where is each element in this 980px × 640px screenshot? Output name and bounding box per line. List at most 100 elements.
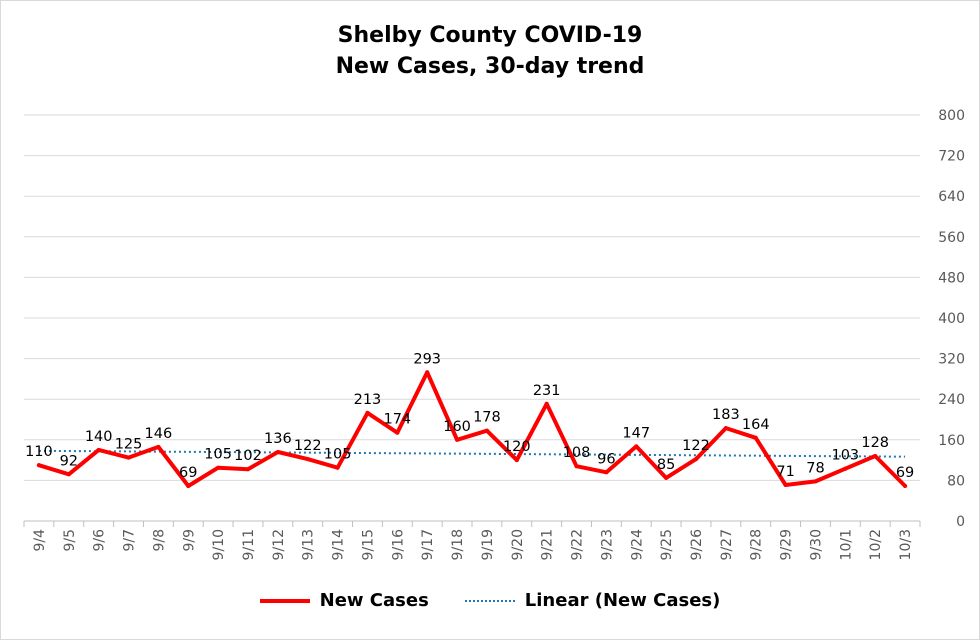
legend-swatch-linear <box>464 599 515 602</box>
x-tick-label: 10/2 <box>868 529 884 560</box>
legend-swatch-new-cases <box>259 598 310 603</box>
x-tick-label: 9/30 <box>808 529 824 560</box>
x-tick-label: 9/15 <box>360 529 376 560</box>
data-label: 102 <box>234 448 262 464</box>
x-tick-label: 9/11 <box>241 529 257 560</box>
data-point <box>395 430 400 435</box>
data-label: 147 <box>622 425 650 441</box>
x-tick-label: 9/18 <box>450 529 466 560</box>
y-tick-label-320: 320 <box>938 352 965 368</box>
data-label: 293 <box>413 351 441 367</box>
x-tick-label: 9/20 <box>510 529 526 560</box>
data-label: 146 <box>145 426 173 442</box>
data-label: 213 <box>354 392 382 408</box>
y-tick-label-80: 80 <box>947 473 965 489</box>
y-tick-label-640: 640 <box>938 189 965 205</box>
data-label: 122 <box>682 438 710 454</box>
data-point <box>186 483 191 488</box>
data-label: 85 <box>657 457 675 473</box>
data-point <box>783 482 788 487</box>
x-tick-label: 9/16 <box>390 529 406 561</box>
data-point <box>753 435 758 440</box>
data-label: 183 <box>712 407 740 423</box>
data-point <box>514 458 519 463</box>
data-point <box>96 447 101 452</box>
data-label: 96 <box>597 451 615 467</box>
data-label: 136 <box>264 431 292 447</box>
x-tick-label: 9/4 <box>32 529 48 552</box>
data-label: 178 <box>473 410 501 426</box>
data-point <box>723 426 728 431</box>
x-tick-label: 9/9 <box>181 529 197 552</box>
data-point <box>843 466 848 471</box>
data-label: 78 <box>806 460 824 476</box>
legend-label-new-cases: New Cases <box>319 590 429 611</box>
y-tick-label-720: 720 <box>938 149 965 165</box>
gridlines <box>24 114 920 481</box>
y-tick-label-400: 400 <box>938 311 965 327</box>
data-label: 120 <box>503 439 531 455</box>
y-tick-label-800: 800 <box>938 108 965 124</box>
x-tick-label: 9/23 <box>599 529 615 560</box>
series-new-cases <box>36 370 908 488</box>
legend-item-linear: Linear (New Cases) <box>464 590 721 611</box>
data-label: 125 <box>115 437 143 453</box>
data-label: 122 <box>294 438 322 454</box>
x-tick-label: 10/3 <box>898 529 914 560</box>
data-label: 108 <box>563 445 591 461</box>
x-tick-label: 9/6 <box>92 529 108 552</box>
data-point <box>126 455 131 460</box>
x-tick-label: 9/10 <box>211 529 227 560</box>
legend-label-linear: Linear (New Cases) <box>524 590 721 611</box>
x-tick-label: 9/8 <box>151 529 167 552</box>
x-tick-label: 9/22 <box>570 529 586 560</box>
x-tick-label: 9/29 <box>779 529 795 560</box>
y-tick-label-160: 160 <box>938 433 965 449</box>
data-point <box>873 454 878 459</box>
data-point <box>544 401 549 406</box>
x-axis: 9/4 9/5 9/6 9/7 9/8 9/9 9/10 9/11 9/12 9/13 9/14 9/… <box>23 520 921 561</box>
data-point <box>365 410 370 415</box>
y-tick-label-0: 0 <box>956 514 965 530</box>
x-tick-label: 9/12 <box>271 529 287 560</box>
chart-title: Shelby County COVID-19 New Cases, 30-day… <box>0 20 980 82</box>
legend-item-new-cases: New Cases <box>259 590 429 611</box>
trendline-linear <box>38 449 906 458</box>
chart-title-line2: New Cases, 30-day trend <box>335 54 645 79</box>
x-tick-label: 10/1 <box>838 529 854 560</box>
data-point <box>574 464 579 469</box>
x-tick-label: 9/13 <box>301 529 317 560</box>
data-label: 110 <box>25 444 53 460</box>
x-tick-label: 9/25 <box>659 529 675 560</box>
trendline <box>38 449 906 458</box>
data-point <box>903 483 908 488</box>
chart-title-line1: Shelby County COVID-19 <box>337 23 643 48</box>
data-label: 231 <box>533 383 561 399</box>
data-point <box>455 437 460 442</box>
data-label: 103 <box>831 448 859 464</box>
legend: New Cases Linear (New Cases) <box>0 590 980 611</box>
data-label: 128 <box>861 435 889 451</box>
data-label: 174 <box>383 412 411 428</box>
data-label: 140 <box>85 429 113 445</box>
series-line-new-cases <box>36 370 908 488</box>
data-label: 105 <box>204 447 232 463</box>
x-tick-label: 9/17 <box>420 529 436 560</box>
x-tick-label: 9/26 <box>689 529 705 561</box>
x-tick-label: 9/14 <box>331 529 347 561</box>
x-tick-label: 9/19 <box>480 529 496 560</box>
y-tick-label-240: 240 <box>938 392 965 408</box>
data-point <box>664 475 669 480</box>
data-label: 71 <box>776 464 794 480</box>
y-tick-label-480: 480 <box>938 270 965 286</box>
data-point <box>305 457 310 462</box>
data-point <box>604 470 609 475</box>
x-tick-label: 9/21 <box>540 529 556 560</box>
data-point <box>425 370 430 375</box>
x-tick-label: 9/5 <box>62 529 78 552</box>
data-point <box>246 467 250 472</box>
y-tick-label-560: 560 <box>938 230 965 246</box>
data-label: 164 <box>742 417 770 433</box>
